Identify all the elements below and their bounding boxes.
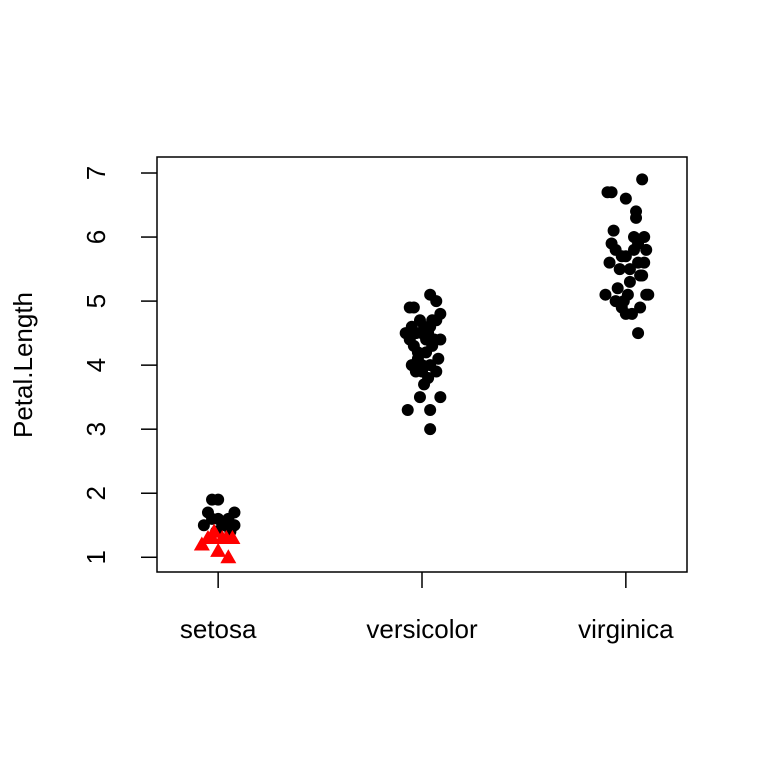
point — [430, 365, 443, 378]
point — [613, 263, 626, 276]
point — [636, 173, 649, 186]
x-tick-label: virginica — [578, 614, 674, 644]
x-tick-label: setosa — [180, 614, 257, 644]
y-tick-label: 5 — [81, 294, 111, 308]
point — [607, 224, 620, 237]
point — [640, 243, 653, 256]
point — [432, 352, 445, 365]
point — [424, 403, 437, 416]
y-tick-label: 6 — [81, 230, 111, 244]
point — [611, 282, 624, 295]
point — [204, 530, 221, 545]
point — [197, 519, 210, 532]
y-tick-label: 3 — [81, 422, 111, 436]
point — [434, 333, 447, 346]
point — [621, 288, 634, 301]
point — [619, 307, 632, 320]
point — [426, 314, 439, 327]
point — [603, 256, 616, 269]
point — [636, 269, 649, 282]
y-tick-label: 4 — [81, 358, 111, 372]
point — [405, 320, 418, 333]
point — [642, 288, 655, 301]
point — [228, 506, 241, 519]
point — [609, 295, 622, 308]
point — [424, 423, 437, 436]
point — [407, 301, 420, 314]
point — [206, 512, 219, 525]
y-tick-label: 2 — [81, 486, 111, 500]
point — [638, 231, 651, 244]
point — [413, 391, 426, 404]
point — [212, 493, 225, 506]
point — [401, 403, 414, 416]
point — [599, 288, 612, 301]
point — [605, 186, 618, 199]
point — [403, 333, 416, 346]
point — [224, 530, 241, 545]
y-axis-label: Petal.Length — [8, 292, 38, 438]
point — [619, 192, 632, 205]
y-tick-label: 7 — [81, 166, 111, 180]
point — [605, 237, 618, 250]
point — [413, 314, 426, 327]
point — [434, 391, 447, 404]
point — [632, 327, 645, 340]
y-tick-label: 1 — [81, 550, 111, 564]
point — [420, 333, 433, 346]
point — [634, 301, 647, 314]
point — [409, 365, 422, 378]
point — [411, 346, 424, 359]
point — [628, 243, 640, 256]
point — [638, 256, 651, 269]
point — [615, 250, 628, 263]
point — [623, 275, 636, 288]
point — [623, 263, 636, 276]
point — [220, 549, 237, 564]
point — [630, 205, 643, 218]
point — [430, 295, 443, 308]
point — [434, 307, 447, 320]
x-tick-label: versicolor — [366, 614, 478, 644]
point — [210, 542, 227, 557]
